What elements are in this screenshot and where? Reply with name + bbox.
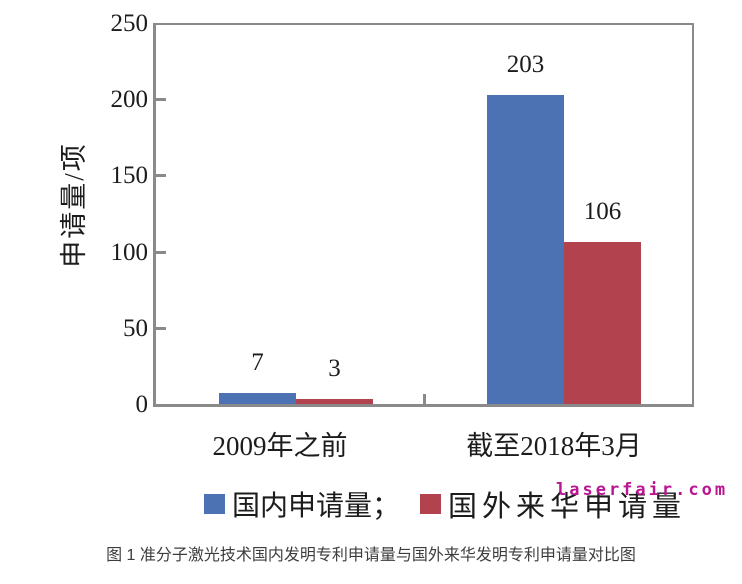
bar <box>564 242 641 404</box>
y-axis-line <box>153 23 156 407</box>
y-tick-mark <box>156 326 166 330</box>
figure-caption: 图 1 准分子激光技术国内发明专利申请量与国外来华发明专利申请量对比图 <box>106 547 636 564</box>
legend-item: 国内申请量； <box>204 484 400 524</box>
x-axis-line <box>153 404 694 407</box>
y-tick-label: 250 <box>110 10 149 37</box>
legend-label: 国外来华申请量 <box>448 491 687 523</box>
y-tick-label: 200 <box>110 86 149 114</box>
bar <box>296 399 373 404</box>
y-tick-label: 50 <box>123 314 148 342</box>
y-tick-label: 0 <box>135 391 149 418</box>
y-axis-title: 申请量/项 <box>59 142 89 268</box>
bar <box>219 393 296 404</box>
bar-value-label: 7 <box>251 349 264 377</box>
x-tick-mark <box>423 394 426 404</box>
plot-border-top <box>153 23 694 25</box>
watermark: laserfair.com <box>556 480 729 500</box>
y-tick-mark <box>156 250 166 254</box>
plot-border-right <box>692 23 694 407</box>
bar <box>487 94 564 404</box>
y-tick-label: 150 <box>110 162 149 190</box>
legend-swatch-icon <box>420 494 442 514</box>
y-tick-mark <box>156 98 166 102</box>
legend-item: 国外来华申请量 <box>420 483 686 525</box>
bar-value-label: 106 <box>583 198 622 226</box>
x-category-label: 截至2018年3月 <box>466 431 642 461</box>
legend-swatch-icon <box>204 494 225 514</box>
legend: 国内申请量； 国外来华申请量 <box>204 488 686 523</box>
y-tick-mark <box>156 174 166 178</box>
x-category-label: 2009年之前 <box>212 431 348 461</box>
legend-label: 国内申请量； <box>232 491 401 522</box>
y-tick-label: 100 <box>110 238 149 266</box>
bar-value-label: 203 <box>506 50 545 78</box>
bar-value-label: 3 <box>328 355 341 383</box>
